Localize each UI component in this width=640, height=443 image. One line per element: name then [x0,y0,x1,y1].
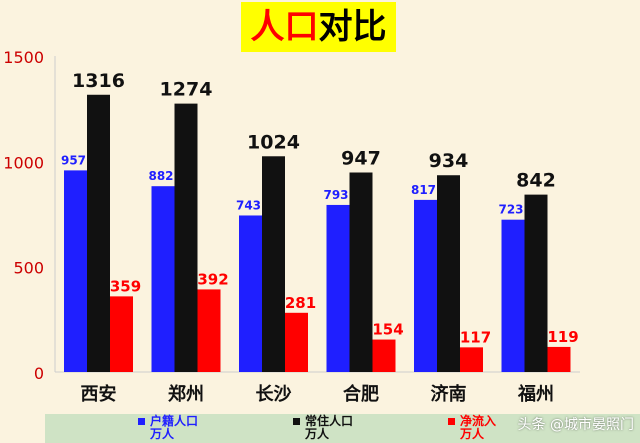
bar-value-label: 1274 [160,79,213,101]
bar-value-label: 359 [110,277,141,295]
legend-label-changzhu: 常住人口 [305,414,354,428]
y-tick-label: 1000 [3,153,44,172]
bar-value-label: 817 [411,183,436,197]
category-label: 长沙 [256,384,292,405]
bar-value-label: 882 [148,169,173,183]
bar-changzhu [349,172,373,372]
bar-netflow [460,347,483,372]
bar-value-label: 392 [197,270,228,288]
bar-hukou [326,204,350,372]
bar-value-label: 842 [516,170,556,192]
bar-hukou [64,170,87,372]
category-label: 西安 [81,383,117,405]
bar-changzhu [437,175,460,372]
y-tick-label: 0 [34,364,44,383]
chart-title-part2: 对比 [318,7,387,47]
legend-item-netflow: 净流入 万人 [448,414,497,441]
bar-netflow [547,346,571,372]
y-tick-label: 500 [13,259,44,278]
bar-value-label: 1024 [247,131,300,153]
category-label: 济南 [431,383,467,405]
bar-hukou [239,215,262,372]
bar-value-label: 119 [547,328,578,346]
bar-value-label: 934 [429,150,469,172]
bar-hukou [414,199,437,372]
category-label: 合肥 [343,383,379,405]
bar-netflow [197,289,221,372]
watermark-text: 头条 @城市晏照门 [517,417,634,433]
legend-item-changzhu: 常住人口 万人 [293,414,354,441]
legend-swatch-changzhu [293,418,300,425]
bar-netflow [110,296,133,372]
bar-value-label: 154 [372,321,403,339]
legend-unit-hukou: 万人 [150,427,175,441]
bar-value-label: 957 [61,153,86,167]
legend-unit-netflow: 万人 [460,427,485,441]
chart-title: 人口 对比 [241,2,396,52]
bar-hukou [151,186,175,372]
legend-label-netflow: 净流入 [460,414,497,428]
bar-value-label: 117 [460,328,491,346]
category-label: 郑州 [168,383,204,405]
bar-value-label: 1316 [72,70,125,92]
legend-swatch-hukou [138,418,145,425]
bar-value-label: 281 [285,294,316,312]
bar-netflow [372,339,396,372]
bar-value-label: 743 [236,198,261,212]
y-tick-label: 1500 [3,48,44,67]
bar-hukou [501,219,525,372]
bar-netflow [285,312,308,372]
bar-changzhu [524,194,548,372]
bar-changzhu [87,94,110,372]
bar-changzhu [174,103,198,373]
legend-swatch-netflow [448,418,455,425]
category-label: 福州 [517,383,554,405]
bar-value-label: 793 [323,188,348,202]
legend-unit-changzhu: 万人 [305,427,330,441]
bar-changzhu [262,156,285,372]
legend-item-hukou: 户籍人口 万人 [138,414,199,441]
legend-label-hukou: 户籍人口 [150,414,199,428]
chart-title-part1: 人口 [250,7,319,47]
bar-value-label: 723 [498,203,523,217]
bar-value-label: 947 [341,147,381,169]
